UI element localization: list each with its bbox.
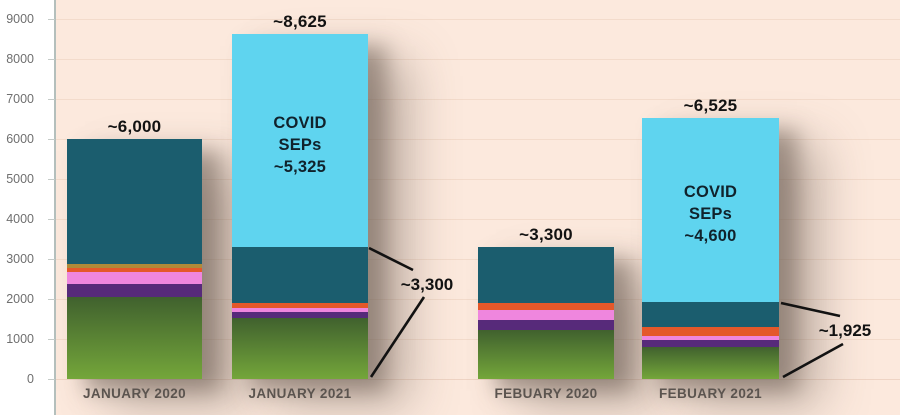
y-axis-label-4000: 4000 (6, 212, 34, 226)
y-axis-tick (48, 259, 55, 260)
y-axis-label-0: 0 (27, 372, 34, 386)
y-axis-label-3000: 3000 (6, 252, 34, 266)
segment-teal-febuary-2021 (642, 302, 779, 327)
segment-green-january-2021 (232, 318, 368, 379)
y-axis-tick (48, 299, 55, 300)
x-axis-label-january-2020: JANUARY 2020 (82, 386, 187, 401)
x-axis-label-january-2021: JANUARY 2021 (248, 386, 352, 401)
y-axis-line (54, 0, 56, 415)
bar-total-label-january-2021: ~8,625 (273, 12, 327, 31)
segment-covid-febuary-2021 (642, 118, 779, 302)
segment-pink-january-2021 (232, 308, 368, 312)
y-axis-label-9000: 9000 (6, 12, 34, 26)
segment-green-febuary-2020 (478, 330, 614, 379)
segment-covid-january-2021 (232, 34, 368, 247)
segment-orange-febuary-2021 (642, 327, 779, 336)
gridline-7000 (56, 99, 900, 100)
gridline-5000 (56, 179, 900, 180)
segment-teal-january-2020 (67, 139, 202, 264)
segment-purple-january-2020 (67, 284, 202, 297)
segment-teal-january-2021 (232, 247, 368, 303)
annotation-text--1-925: ~1,925 (818, 321, 872, 340)
y-axis-label-8000: 8000 (6, 52, 34, 66)
segment-green-febuary-2021 (642, 347, 779, 379)
segment-pink-febuary-2021 (642, 336, 779, 340)
segment-green-january-2020 (67, 297, 202, 379)
y-axis-label-1000: 1000 (6, 332, 34, 346)
bar-febuary-2020 (478, 247, 614, 379)
y-axis-tick (48, 139, 55, 140)
segment-purple-febuary-2021 (642, 340, 779, 347)
gridline-8000 (56, 59, 900, 60)
gridline-9000 (56, 19, 900, 20)
bar-total-label-january-2020: ~6,000 (107, 117, 162, 136)
segment-pink-january-2020 (67, 272, 202, 284)
x-axis-label-febuary-2020: FEBUARY 2020 (494, 386, 598, 401)
y-axis-label-6000: 6000 (6, 132, 34, 146)
bar-total-label-febuary-2020: ~3,300 (519, 225, 573, 244)
y-axis-tick (48, 339, 55, 340)
x-axis-label-febuary-2021: FEBUARY 2021 (658, 386, 763, 401)
gridline-6000 (56, 139, 900, 140)
y-axis-tick (48, 19, 55, 20)
bar-total-label-febuary-2021: ~6,525 (683, 96, 738, 115)
y-axis-tick (48, 219, 55, 220)
y-axis-tick (48, 59, 55, 60)
gridline-4000 (56, 219, 900, 220)
y-axis-tick (48, 379, 55, 380)
bar-febuary-2021 (642, 118, 779, 379)
gridline-0 (56, 379, 900, 380)
annotation-text--3-300: ~3,300 (400, 275, 454, 294)
segment-orange-january-2021 (232, 303, 368, 308)
y-axis-label-7000: 7000 (6, 92, 34, 106)
y-axis-label-5000: 5000 (6, 172, 34, 186)
covid-seps-label-febuary-2021: COVID SEPs ~4,600 (683, 183, 738, 245)
segment-gold-january-2020 (67, 264, 202, 268)
segment-purple-january-2021 (232, 312, 368, 318)
covid-seps-label-january-2021: COVID SEPs ~5,325 (273, 113, 327, 176)
segment-pink-febuary-2020 (478, 310, 614, 320)
bar-january-2020 (67, 139, 202, 379)
y-axis-label-2000: 2000 (6, 292, 34, 306)
segment-orange-january-2020 (67, 268, 202, 272)
segment-purple-febuary-2020 (478, 320, 614, 330)
y-axis-tick (48, 99, 55, 100)
segment-orange-febuary-2020 (478, 303, 614, 310)
y-axis-tick (48, 179, 55, 180)
bar-january-2021 (232, 34, 368, 379)
segment-teal-febuary-2020 (478, 247, 614, 303)
